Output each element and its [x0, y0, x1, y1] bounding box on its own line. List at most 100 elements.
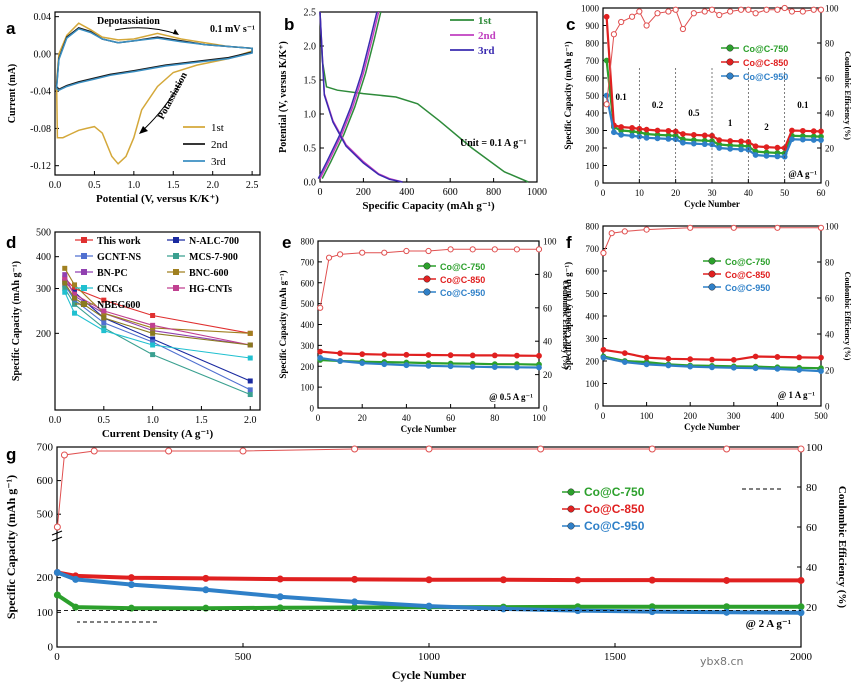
capacity-point — [491, 364, 498, 370]
x-tick-label: 0 — [316, 413, 321, 423]
legend-label: NBEG600 — [97, 300, 140, 311]
capacity-point — [716, 137, 723, 144]
x-tick-label: 1.0 — [146, 415, 159, 426]
data-point — [101, 297, 107, 303]
x-tick-label: 2.0 — [244, 415, 257, 426]
legend-label: 2nd — [211, 139, 228, 151]
watermark-text: ybx8.cn — [700, 655, 744, 668]
data-point — [62, 285, 68, 291]
capacity-point — [687, 363, 694, 370]
x-tick-label: 60 — [817, 188, 827, 198]
data-point — [247, 355, 253, 361]
x-tick-label: 40 — [402, 413, 412, 423]
legend-label: BNC-600 — [189, 268, 228, 279]
capacity-point — [818, 128, 824, 135]
capacity-point — [600, 354, 607, 361]
legend-marker — [567, 522, 575, 530]
ce-point — [60, 451, 68, 459]
capacity-line — [57, 570, 801, 583]
capacity-point — [202, 604, 210, 612]
y2-tick-label: 60 — [825, 74, 835, 84]
capacity-point — [665, 355, 672, 362]
x-tick-label: 2000 — [790, 651, 813, 663]
y-tick-label: 100 — [586, 379, 600, 389]
capacity-point — [127, 581, 135, 589]
capacity-point — [810, 137, 817, 143]
x-tick-label: 80 — [490, 413, 500, 423]
capacity-point — [727, 145, 734, 152]
ce-point — [337, 251, 344, 258]
y2-tick-label: 0 — [825, 179, 830, 189]
capacity-point — [680, 131, 686, 137]
ce-point — [636, 8, 643, 15]
capacity-point — [621, 350, 628, 357]
x-tick-label: 800 — [486, 187, 501, 198]
discharge-curve — [319, 11, 529, 183]
discharge-curve — [319, 11, 403, 183]
capacity-point — [53, 568, 61, 576]
y-tick-label: 600 — [37, 475, 54, 487]
y2-tick-label: 20 — [825, 366, 835, 376]
x-axis-label: Specific Capacity (mAh g⁻¹) — [362, 200, 495, 212]
capacity-point — [337, 350, 344, 357]
legend-marker — [81, 269, 87, 275]
ce-point — [745, 6, 752, 13]
capacity-point — [799, 136, 806, 143]
rate-label: 0.1 — [797, 100, 809, 110]
y-tick-label: 100 — [301, 383, 315, 393]
x-tick-label: 1000 — [527, 187, 547, 198]
y2-axis-label: Coulombic Efficiency (%) — [836, 486, 848, 609]
capacity-point — [72, 575, 80, 583]
y-tick-label: 1.0 — [304, 110, 317, 121]
capacity-point — [425, 576, 433, 584]
y2-tick-label: 40 — [543, 337, 553, 347]
capacity-point — [709, 356, 715, 363]
ce-point — [723, 445, 731, 453]
legend-label: 2nd — [478, 30, 496, 42]
capacity-point — [789, 127, 795, 134]
x-tick-label: 600 — [443, 187, 458, 198]
data-point — [72, 285, 78, 291]
x-tick-label: 1000 — [418, 651, 441, 663]
arrow-depotassiation — [114, 27, 178, 35]
capacity-point — [600, 346, 607, 353]
y-tick-label: 700 — [586, 56, 600, 66]
legend-marker — [708, 270, 716, 278]
ce-point — [359, 249, 366, 256]
data-point — [247, 342, 253, 348]
capacity-point — [381, 351, 388, 358]
capacity-point — [499, 576, 507, 584]
y-tick-label: 100 — [586, 161, 600, 171]
capacity-point — [337, 358, 344, 364]
y2-tick-label: 20 — [825, 144, 835, 154]
panel-letter-c: c — [566, 15, 575, 34]
panel-f: 0 100 200 300 400 500010020030040050060070080… — [563, 222, 852, 433]
y-tick-label: 600 — [301, 278, 315, 288]
ce-point — [687, 224, 694, 231]
y-tick-label: 1000 — [581, 4, 600, 14]
legend-marker — [81, 237, 87, 243]
y-tick-label: 500 — [586, 91, 600, 101]
y2-axis-label: Coulombic Efficiency (%) — [843, 272, 852, 361]
y-tick-label: 500 — [301, 299, 315, 309]
capacity-point — [611, 129, 617, 136]
x-tick-label: 1.5 — [167, 180, 180, 191]
ce-point — [513, 246, 521, 253]
annotation-depotassiation: Depotassiation — [97, 16, 160, 27]
y-tick-label: 500 — [36, 228, 51, 239]
capacity-point — [774, 354, 781, 360]
capacity-point — [654, 135, 661, 142]
capacity-point — [763, 152, 770, 159]
y2-tick-label: 0 — [543, 404, 548, 414]
x-tick-label: 0.5 — [88, 180, 101, 191]
y2-tick-label: 40 — [825, 109, 835, 119]
capacity-point — [648, 608, 656, 616]
capacity-point — [381, 361, 388, 368]
ce-point — [239, 447, 247, 455]
x-tick-label: 100 — [640, 411, 654, 421]
charge-curve — [319, 11, 380, 179]
capacity-point — [797, 603, 805, 611]
capacity-point — [774, 153, 781, 160]
ce-point — [817, 224, 825, 231]
y-tick-label: 200 — [37, 572, 54, 584]
